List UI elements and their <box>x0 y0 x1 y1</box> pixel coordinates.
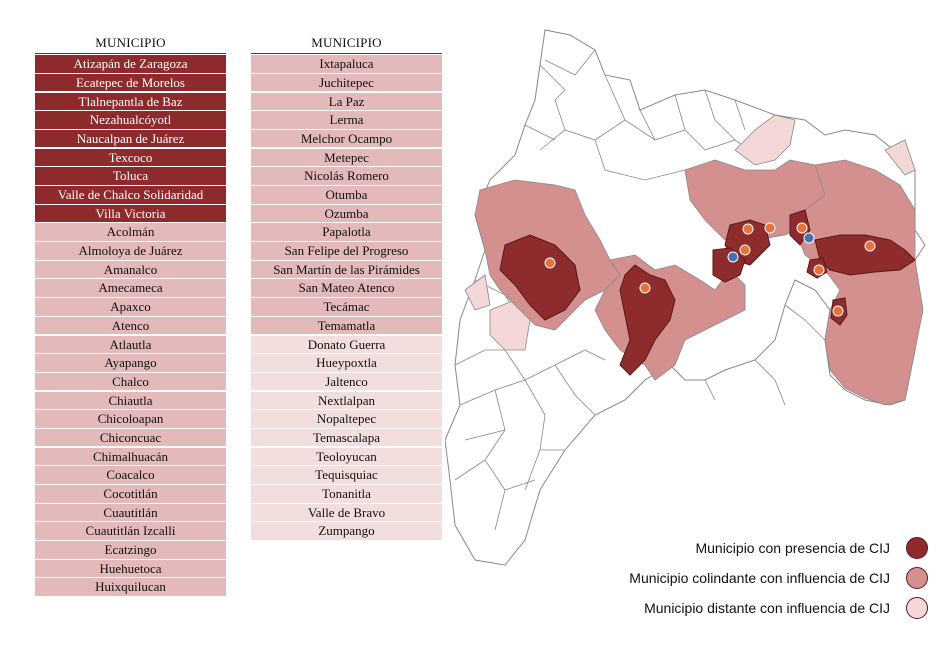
table-row: Cuautitlán <box>35 503 226 522</box>
table-right-rows: Ixtapaluca Juchitepec La Paz Lerma Melchor O… <box>251 54 442 540</box>
table-row: Acolmán <box>35 223 226 241</box>
state-map <box>445 20 935 580</box>
table-row: Zumpango <box>251 522 442 540</box>
table-row: Atizapán de Zaragoza <box>35 55 226 73</box>
table-row: Metepec <box>251 148 442 167</box>
table-row: San Felipe del Progreso <box>251 242 442 260</box>
table-row: Atenco <box>35 316 226 335</box>
table-row: Nextlalpan <box>251 391 442 410</box>
map-region-north-boundaries <box>524 49 756 181</box>
map-region-northeast-distante <box>884 139 916 176</box>
table-row: Cocotitlán <box>35 485 226 503</box>
table-row: Atlautla <box>35 335 226 353</box>
map-region-group-distante <box>464 114 916 351</box>
table-row: Coacalco <box>35 466 226 484</box>
table-row: Nopaltepec <box>251 410 442 428</box>
map-marker-group <box>544 222 876 317</box>
table-row: Huixquilucan <box>35 578 226 596</box>
table-row: Huehuetoca <box>35 559 226 578</box>
table-row: Ecatepec de Morelos <box>35 73 226 92</box>
table-row: Tequisquiac <box>251 466 442 484</box>
cij-marker <box>832 305 844 317</box>
cij-marker <box>742 223 754 235</box>
legend-label-distante: Municipio distante con influencia de CIJ <box>644 600 890 616</box>
table-row: Tlalnepantla de Baz <box>35 92 226 111</box>
map-region-east-boundaries <box>704 304 826 406</box>
cij-marker-blue <box>727 251 739 263</box>
legend-swatch-distante <box>906 597 928 619</box>
table-row: Nicolás Romero <box>251 167 442 185</box>
map-region-west-distante <box>464 274 491 311</box>
table-row: Otumba <box>251 186 442 204</box>
table-row: Valle de Bravo <box>251 503 442 522</box>
cij-marker <box>544 257 556 269</box>
table-left-rows: Atizapán de Zaragoza Ecatepec de Morelos T… <box>35 54 226 596</box>
table-row: Juchitepec <box>251 73 442 92</box>
table-row: Donato Guerra <box>251 335 442 353</box>
map-legend: Municipio con presencia de CIJ Municipio… <box>560 537 930 627</box>
cij-marker <box>639 282 651 294</box>
table-row: Nezahualcóyotl <box>35 111 226 129</box>
table-row: Papalotla <box>251 223 442 241</box>
cij-marker <box>739 244 751 256</box>
legend-label-presence: Municipio con presencia de CIJ <box>695 540 890 556</box>
table-row: Teoloyucan <box>251 447 442 466</box>
map-region-north-distante <box>734 114 796 166</box>
municipality-table-right: MUNICIPIO Ixtapaluca Juchitepec La Paz Lerm… <box>251 33 442 540</box>
table-row: Chicoloapan <box>35 410 226 428</box>
table-row: Ixtapaluca <box>251 55 442 73</box>
legend-item-presence: Municipio con presencia de CIJ <box>560 537 930 561</box>
table-row: Ecatzingo <box>35 541 226 559</box>
cij-marker <box>764 222 776 234</box>
table-row: San Martín de las Pirámides <box>251 260 442 279</box>
table-row: Ozumba <box>251 204 442 223</box>
cij-marker <box>796 222 808 234</box>
table-row: Tecámac <box>251 298 442 316</box>
table-row: Villa Victoria <box>35 204 226 223</box>
table-row: Tonanitla <box>251 485 442 503</box>
table-row: Temamatla <box>251 316 442 335</box>
table-row: Lerma <box>251 111 442 129</box>
cij-marker <box>864 240 876 252</box>
legend-swatch-colindante <box>906 567 928 589</box>
table-row: San Mateo Atenco <box>251 279 442 297</box>
municipality-table-left: MUNICIPIO Atizapán de Zaragoza Ecatepec d… <box>35 33 226 596</box>
table-row: La Paz <box>251 92 442 111</box>
table-row: Cuautitlán Izcalli <box>35 522 226 540</box>
table-row: Melchor Ocampo <box>251 129 442 148</box>
map-region-toluca-west-presence <box>499 234 581 321</box>
table-row: Jaltenco <box>251 372 442 391</box>
map-region-east-presence <box>814 234 916 276</box>
table-row: Chiautla <box>35 391 226 410</box>
table-row: Naucalpan de Juárez <box>35 129 226 148</box>
municipality-map <box>445 29 926 566</box>
cij-marker-blue <box>803 232 815 244</box>
table-row: Temascalapa <box>251 428 442 447</box>
table-right-header: MUNICIPIO <box>251 33 442 54</box>
map-region-toluca-presence <box>619 264 676 376</box>
table-row: Hueypoxtla <box>251 354 442 372</box>
legend-item-colindante: Municipio colindante con influencia de C… <box>560 567 930 591</box>
table-row: Texcoco <box>35 148 226 167</box>
table-row: Amecameca <box>35 279 226 297</box>
legend-label-colindante: Municipio colindante con influencia de C… <box>629 570 890 586</box>
legend-item-distante: Municipio distante con influencia de CIJ <box>560 597 930 621</box>
table-row: Almoloya de Juárez <box>35 242 226 260</box>
cij-marker <box>813 264 825 276</box>
table-row: Chimalhuacán <box>35 447 226 466</box>
table-row: Apaxco <box>35 298 226 316</box>
table-row: Amanalco <box>35 260 226 279</box>
legend-swatch-presence <box>906 537 928 559</box>
table-row: Valle de Chalco Solidaridad <box>35 186 226 204</box>
table-row: Chalco <box>35 372 226 391</box>
table-row: Ayapango <box>35 354 226 372</box>
table-row: Toluca <box>35 167 226 185</box>
table-left-header: MUNICIPIO <box>35 33 226 54</box>
table-row: Chiconcuac <box>35 428 226 447</box>
